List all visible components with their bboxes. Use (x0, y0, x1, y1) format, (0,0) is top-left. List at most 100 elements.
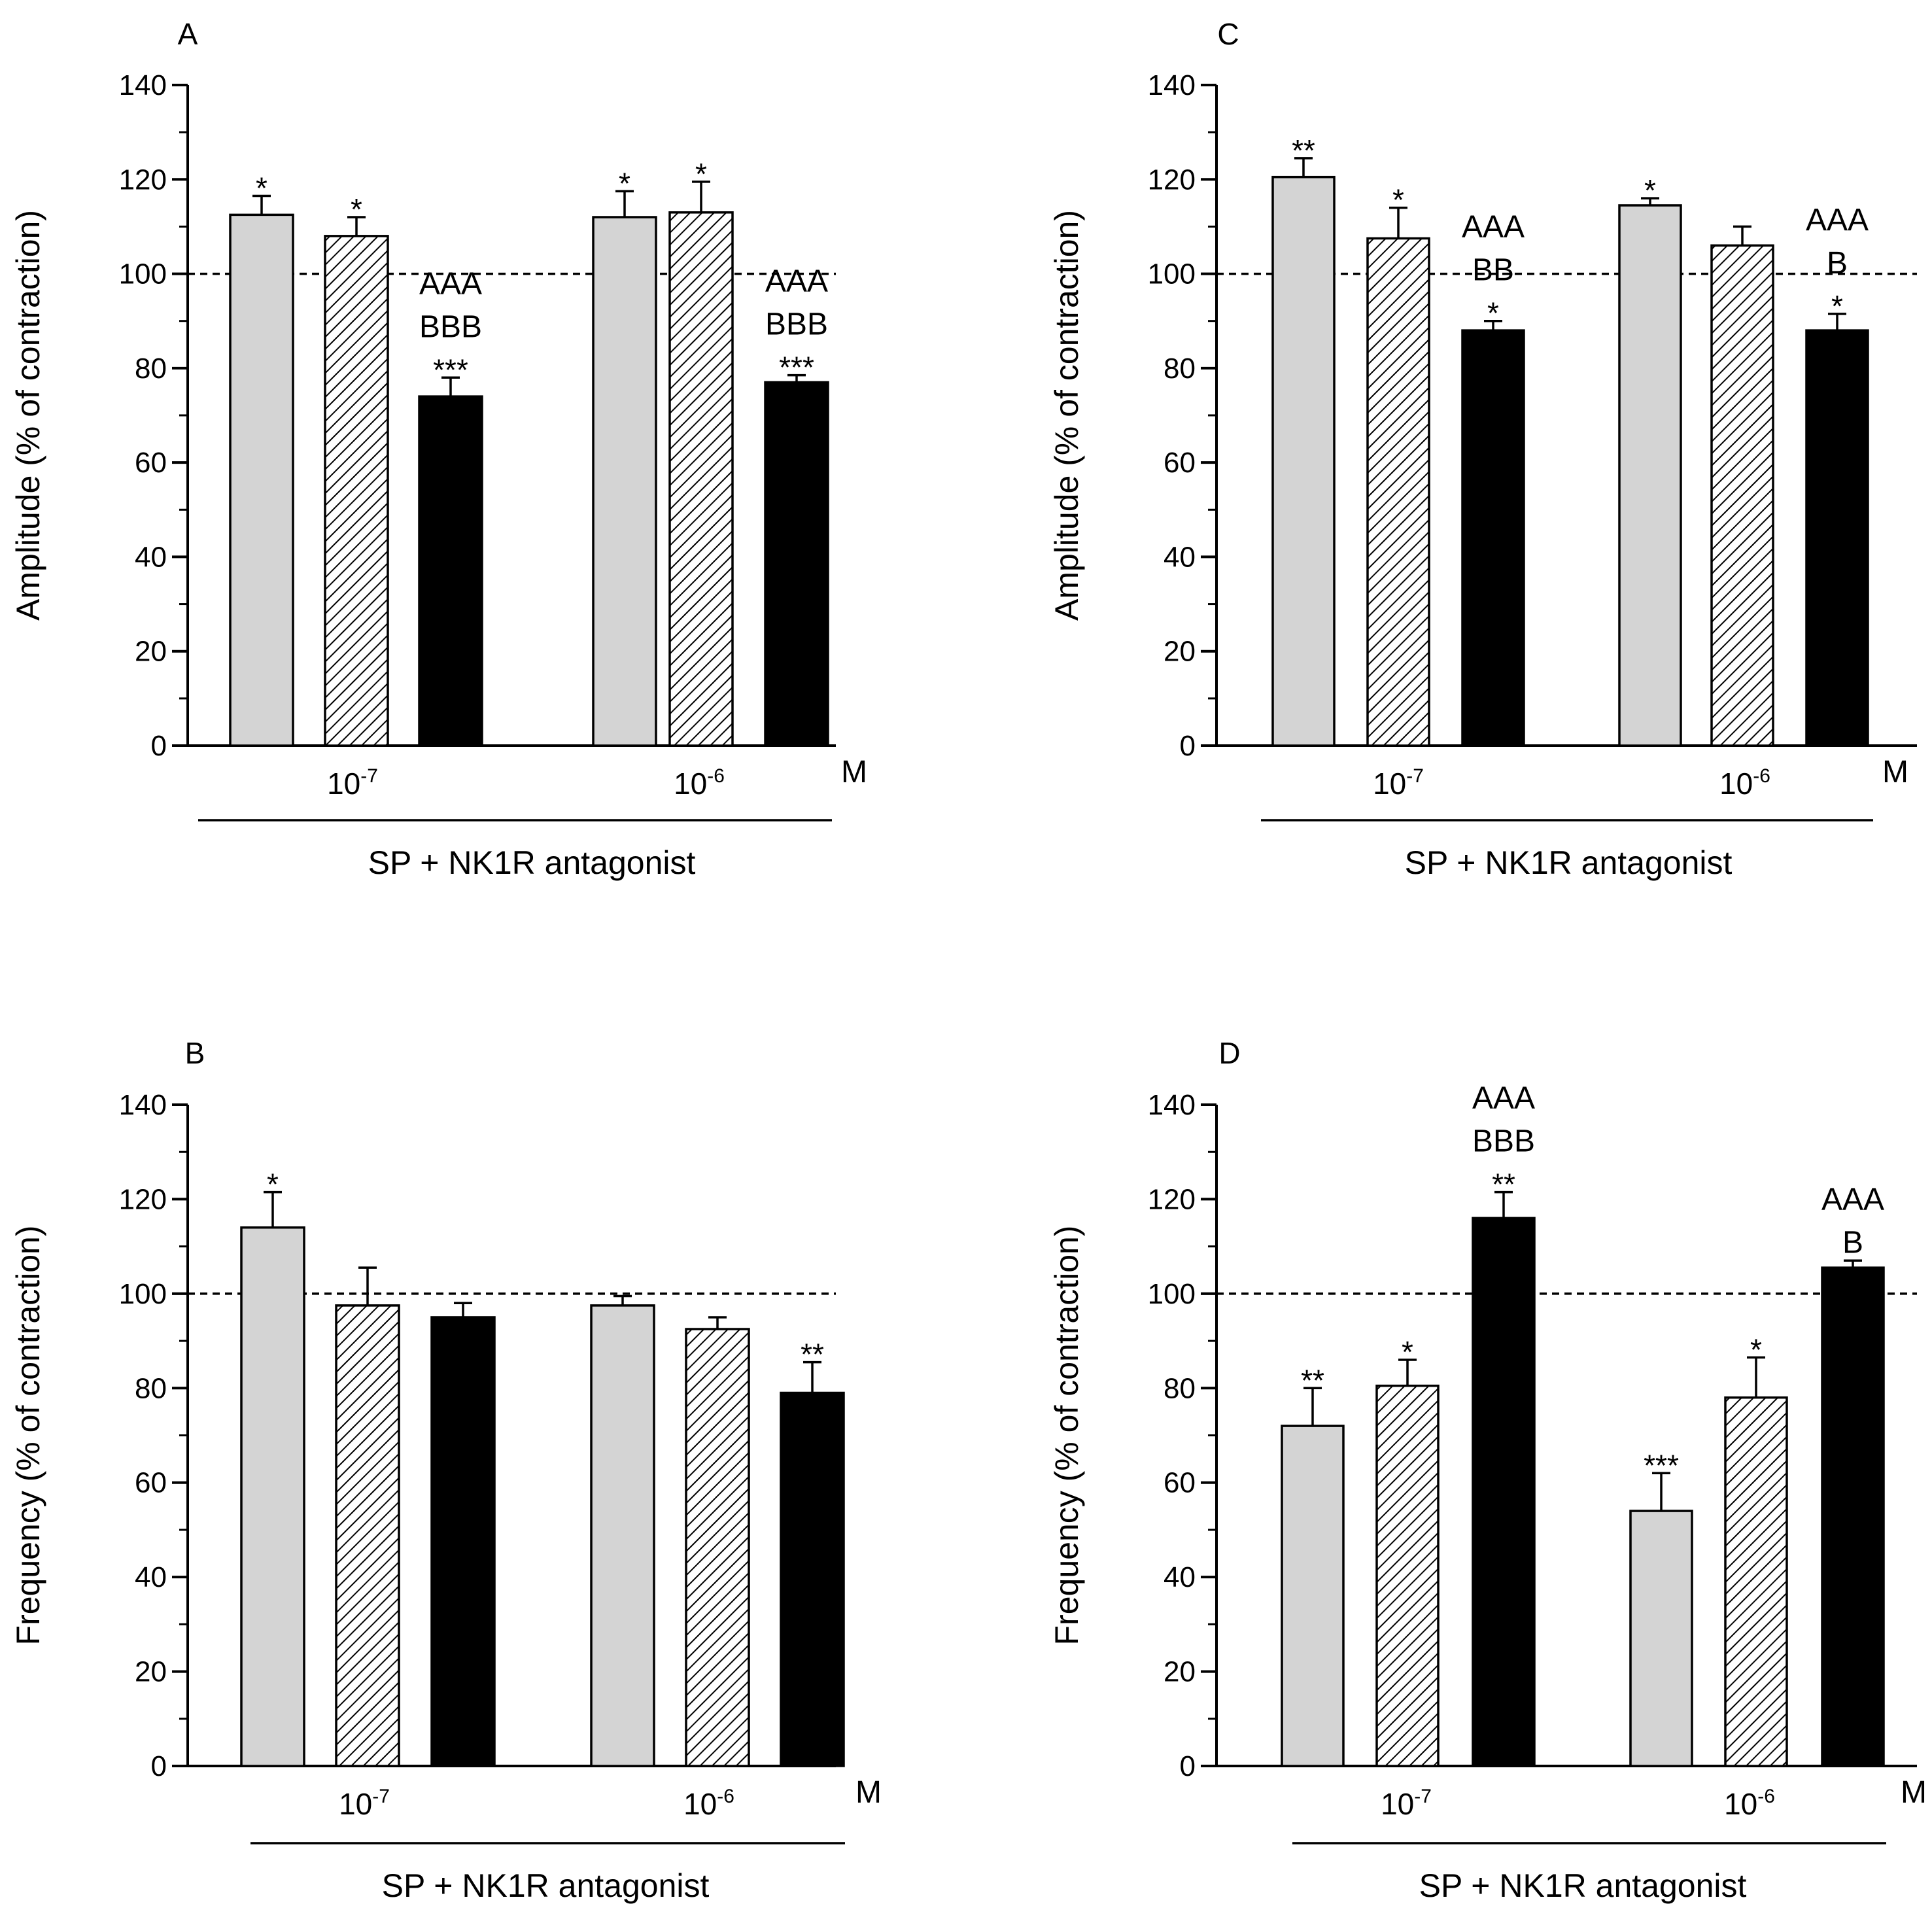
y-axis-label: Frequency (% of contraction) (1048, 1226, 1085, 1646)
significance-stars: * (1487, 296, 1499, 330)
y-tick-label: 20 (135, 1656, 167, 1688)
significance-stars: * (1831, 289, 1843, 323)
bar-hatched-bar (1724, 1396, 1788, 1767)
group-label-base: 10 (327, 767, 360, 801)
group-label-base: 10 (674, 767, 707, 801)
significance-letters: AAA (765, 264, 828, 299)
y-tick-label: 40 (1164, 541, 1196, 573)
bar-light-grey-bar (592, 216, 657, 747)
group-label-exponent: -7 (1414, 1786, 1432, 1807)
significance-letters: BBB (419, 309, 482, 344)
significance-stars: * (267, 1168, 279, 1202)
significance-stars: * (351, 192, 362, 226)
group-label-exponent: -7 (360, 765, 378, 787)
bar-hatched-bar (668, 211, 734, 747)
panel-letter: C (1217, 17, 1239, 51)
group-label: 10-7 (1381, 1786, 1432, 1821)
unit-label: M (855, 1775, 882, 1810)
bar-light-grey-bar (229, 213, 294, 747)
y-tick-label: 40 (1164, 1561, 1196, 1593)
significance-stars: * (1402, 1335, 1413, 1369)
bar-hatched-bar (324, 235, 389, 747)
y-tick-label: 80 (1164, 353, 1196, 385)
y-tick-label: 80 (135, 353, 167, 385)
significance-letters: B (1842, 1225, 1863, 1260)
bar-light-grey-bar (590, 1304, 655, 1767)
significance-stars: * (1392, 183, 1404, 217)
bar-hatched-bar (335, 1304, 400, 1767)
bar-black-bar (1472, 1217, 1536, 1767)
significance-stars: ** (1492, 1168, 1515, 1202)
group-label-base: 10 (1381, 1787, 1414, 1821)
group-label-exponent: -7 (1406, 765, 1424, 787)
y-tick-label: 60 (1164, 447, 1196, 479)
y-axis-label: Amplitude (% of contraction) (10, 210, 46, 621)
significance-stars: ** (1301, 1363, 1324, 1397)
bar-black-bar (764, 381, 829, 747)
significance-letters: BBB (765, 307, 828, 342)
bar-black-bar (780, 1391, 845, 1767)
y-tick-label: 0 (1180, 730, 1196, 762)
y-tick-label: 60 (135, 447, 167, 479)
significance-stars: ** (801, 1338, 824, 1372)
bar-light-grey-bar (1629, 1510, 1693, 1767)
x-axis-title: SP + NK1R antagonist (368, 844, 696, 881)
group-label-exponent: -6 (717, 1786, 734, 1807)
y-tick-label: 20 (135, 636, 167, 668)
x-axis-title: SP + NK1R antagonist (1419, 1867, 1747, 1904)
bar-hatched-bar (1366, 237, 1430, 747)
bar-hatched-bar (685, 1328, 750, 1767)
y-axis-label: Frequency (% of contraction) (10, 1226, 46, 1646)
bar-black-bar (418, 395, 483, 747)
bar-light-grey-bar (1271, 175, 1336, 747)
significance-letters: BBB (1472, 1124, 1535, 1159)
panel-letter: B (185, 1036, 205, 1070)
y-tick-label: 120 (1148, 1183, 1196, 1215)
y-tick-label: 40 (135, 1561, 167, 1593)
y-tick-label: 0 (1180, 1750, 1196, 1782)
bar-light-grey-bar (240, 1226, 305, 1767)
bar-black-bar (1805, 329, 1869, 747)
bar-black-bar (430, 1316, 496, 1767)
significance-stars: * (619, 166, 630, 200)
group-label-exponent: -6 (1753, 765, 1770, 787)
unit-label: M (841, 755, 867, 789)
y-tick-label: 100 (119, 1278, 167, 1310)
y-tick-label: 140 (119, 1089, 167, 1121)
panel-letter: D (1218, 1036, 1240, 1070)
group-label: 10-7 (1373, 765, 1424, 801)
group-label-base: 10 (1719, 767, 1753, 801)
group-label-exponent: -6 (1757, 1786, 1775, 1807)
y-tick-label: 120 (1148, 164, 1196, 196)
significance-stars: *** (433, 353, 468, 387)
bar-hatched-bar (1710, 244, 1774, 747)
group-label-base: 10 (1724, 1787, 1757, 1821)
y-tick-label: 40 (135, 541, 167, 573)
y-axis-label: Amplitude (% of contraction) (1048, 210, 1085, 621)
y-tick-label: 60 (1164, 1467, 1196, 1499)
panel-letter: A (178, 17, 198, 51)
significance-letters: AAA (1806, 203, 1869, 237)
group-label: 10-6 (683, 1786, 734, 1821)
significance-stars: * (1644, 173, 1656, 207)
unit-label: M (1901, 1775, 1927, 1810)
significance-letters: AAA (1462, 210, 1525, 245)
significance-stars: ** (1292, 133, 1315, 167)
y-tick-label: 80 (135, 1372, 167, 1404)
unit-label: M (1882, 755, 1908, 789)
y-tick-label: 120 (119, 164, 167, 196)
group-label-base: 10 (683, 1787, 717, 1821)
x-axis-title: SP + NK1R antagonist (1405, 844, 1733, 881)
y-tick-label: 140 (119, 69, 167, 101)
group-label: 10-6 (1724, 1786, 1775, 1821)
group-label-base: 10 (1373, 767, 1406, 801)
significance-stars: * (1750, 1332, 1762, 1366)
y-tick-label: 120 (119, 1183, 167, 1215)
x-axis-title: SP + NK1R antagonist (382, 1867, 710, 1904)
group-label-exponent: -6 (707, 765, 725, 787)
y-tick-label: 100 (1148, 258, 1196, 290)
y-tick-label: 0 (151, 1750, 167, 1782)
significance-letters: AAA (1472, 1081, 1535, 1116)
chart-panel-D: D 0 20 40 60 80 100 120 140 Frequency (% of contr… (1048, 1036, 1927, 1904)
group-label: 10-7 (339, 1786, 390, 1821)
